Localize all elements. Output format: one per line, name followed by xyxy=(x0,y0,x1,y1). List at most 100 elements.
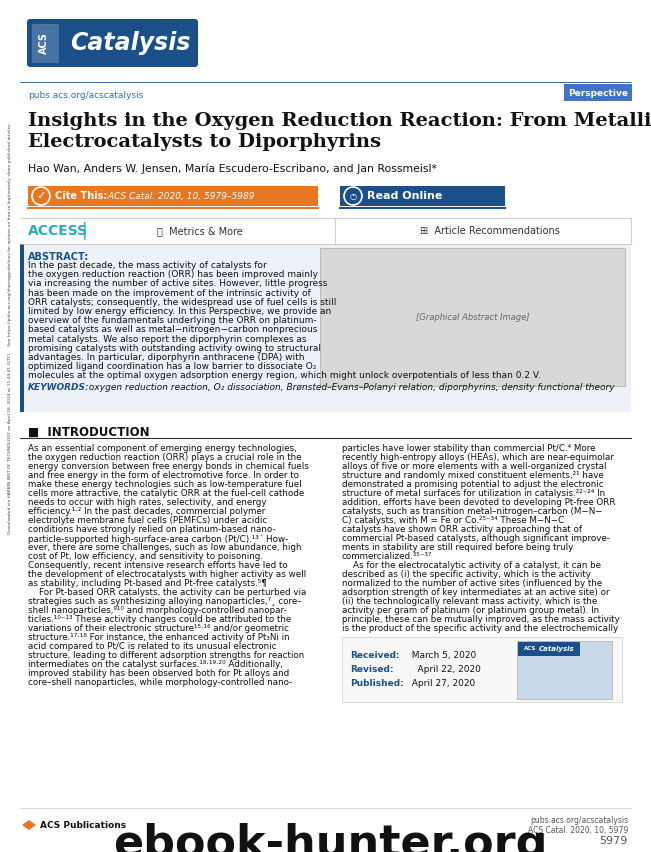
Text: ✓: ✓ xyxy=(36,191,46,201)
Text: particles have lower stability than commercial Pt/C.⁴ More: particles have lower stability than comm… xyxy=(342,444,596,453)
Text: structure.¹⁷·¹⁸ For instance, the enhanced activity of Pt₃Ni in: structure.¹⁷·¹⁸ For instance, the enhanc… xyxy=(28,633,290,642)
Text: April 27, 2020: April 27, 2020 xyxy=(406,679,475,688)
Text: ACCESS: ACCESS xyxy=(28,224,88,238)
Text: strategies such as synthesizing alloying nanoparticles,⁷¸ core–: strategies such as synthesizing alloying… xyxy=(28,597,301,606)
Text: KEYWORDS:: KEYWORDS: xyxy=(28,383,90,392)
Text: alloys of five or more elements with a well-organized crystal: alloys of five or more elements with a w… xyxy=(342,462,607,471)
Text: Revised:: Revised: xyxy=(350,665,393,674)
Text: as stability, including Pt-based and Pt-free catalysts.⁵¶: as stability, including Pt-based and Pt-… xyxy=(28,579,267,588)
Text: and free energy in the form of electromotive force. In order to: and free energy in the form of electromo… xyxy=(28,471,299,480)
Text: commercial Pt-based catalysts, although significant improve-: commercial Pt-based catalysts, although … xyxy=(342,534,610,543)
Text: recently high-entropy alloys (HEAs), which are near-equimolar: recently high-entropy alloys (HEAs), whi… xyxy=(342,453,614,462)
Text: principle, these can be mutually improved, as the mass activity: principle, these can be mutually improve… xyxy=(342,615,620,624)
Text: Read Online: Read Online xyxy=(367,191,443,201)
Text: ACS: ACS xyxy=(524,647,536,652)
Text: oxygen reduction reaction, O₂ dissociation, Brønsted–Evans–Polanyi relation, dip: oxygen reduction reaction, O₂ dissociati… xyxy=(86,383,615,392)
Text: particle-supported high-surface-area carbon (Pt/C).¹³´ How-: particle-supported high-surface-area car… xyxy=(28,534,288,544)
Text: improved stability has been observed both for Pt alloys and: improved stability has been observed bot… xyxy=(28,669,289,678)
Text: catalysts have shown ORR activity approaching that of: catalysts have shown ORR activity approa… xyxy=(342,525,582,534)
Text: core–shell nanoparticles, while morphology-controlled nano-: core–shell nanoparticles, while morpholo… xyxy=(28,678,292,687)
Text: activity per gram of platinum (or platinum group metal). In: activity per gram of platinum (or platin… xyxy=(342,606,599,615)
Text: ⊞  Article Recommendations: ⊞ Article Recommendations xyxy=(420,226,560,236)
Text: shell nanoparticles,⁹¹⁰ and morphology-controlled nanopar-: shell nanoparticles,⁹¹⁰ and morphology-c… xyxy=(28,606,286,615)
Text: ever, there are some challenges, such as low abundance, high: ever, there are some challenges, such as… xyxy=(28,543,301,552)
Text: variations of their electronic structure¹⁵·¹⁶ and/or geometric: variations of their electronic structure… xyxy=(28,624,289,633)
Text: catalysts, such as transition metal–nitrogen–carbon (M−N−: catalysts, such as transition metal–nitr… xyxy=(342,507,603,516)
Text: efficiency.¹·² In the past decades, commercial polymer: efficiency.¹·² In the past decades, comm… xyxy=(28,507,266,516)
Text: C) catalysts, with M = Fe or Co.²⁵⁻³⁴ These M−N−C: C) catalysts, with M = Fe or Co.²⁵⁻³⁴ Th… xyxy=(342,516,564,525)
Text: via increasing the number of active sites. However, little progress: via increasing the number of active site… xyxy=(28,279,327,288)
Bar xyxy=(342,637,622,702)
Bar xyxy=(20,244,631,412)
Text: Downloaded via HARBIN INST OF TECHNOLOGY on April 28, 2024 at 11:44:41 (UTC).   : Downloaded via HARBIN INST OF TECHNOLOGY… xyxy=(8,122,12,534)
Text: demonstrated a promising potential to adjust the electronic: demonstrated a promising potential to ad… xyxy=(342,480,603,489)
Text: •: • xyxy=(352,193,355,199)
Text: structure and randomly mixed constituent elements,²¹ have: structure and randomly mixed constituent… xyxy=(342,471,603,480)
Text: pubs.acs.org/acscatalysis: pubs.acs.org/acscatalysis xyxy=(28,91,143,101)
Text: cells more attractive, the catalytic ORR at the fuel-cell cathode: cells more attractive, the catalytic ORR… xyxy=(28,489,304,498)
Text: Insights in the Oxygen Reduction Reaction: From Metallic
Electrocatalysts to Dip: Insights in the Oxygen Reduction Reactio… xyxy=(28,112,651,151)
Text: structure, leading to different adsorption strengths for reaction: structure, leading to different adsorpti… xyxy=(28,651,304,660)
Text: optimized ligand coordination has a low barrier to dissociate O₂: optimized ligand coordination has a low … xyxy=(28,362,316,371)
Text: March 5, 2020: March 5, 2020 xyxy=(406,651,477,660)
Text: acid compared to Pt/C is related to its unusual electronic: acid compared to Pt/C is related to its … xyxy=(28,642,277,651)
Text: Catalysis: Catalysis xyxy=(70,31,190,55)
Text: |: | xyxy=(82,222,88,240)
Text: ⸻  Metrics & More: ⸻ Metrics & More xyxy=(157,226,243,236)
Text: based catalysts as well as metal−nitrogen−carbon nonprecious: based catalysts as well as metal−nitroge… xyxy=(28,325,318,334)
Circle shape xyxy=(32,187,50,205)
Text: needs to occur with high rates, selectivity, and energy: needs to occur with high rates, selectiv… xyxy=(28,498,266,507)
Text: Consequently, recent intensive research efforts have led to: Consequently, recent intensive research … xyxy=(28,561,288,570)
Text: described as (i) the specific activity, which is the activity: described as (i) the specific activity, … xyxy=(342,570,591,579)
Text: As an essential component of emerging energy technologies,: As an essential component of emerging en… xyxy=(28,444,297,453)
Text: adsorption strength of key intermediates at an active site) or: adsorption strength of key intermediates… xyxy=(342,588,609,597)
Text: Published:: Published: xyxy=(350,679,404,688)
Text: ABSTRACT:: ABSTRACT: xyxy=(28,252,89,262)
FancyBboxPatch shape xyxy=(27,19,198,67)
Text: advantages. In particular, diporphyrin anthracene (DPA) with: advantages. In particular, diporphyrin a… xyxy=(28,353,305,362)
Circle shape xyxy=(344,187,362,205)
Text: electrolyte membrane fuel cells (PEMFCs) under acidic: electrolyte membrane fuel cells (PEMFCs)… xyxy=(28,516,268,525)
Text: pubs.acs.org/acscatalysis: pubs.acs.org/acscatalysis xyxy=(530,816,628,825)
FancyBboxPatch shape xyxy=(518,642,580,656)
Text: Cite This:: Cite This: xyxy=(55,191,107,201)
Text: ebook-hunter.org: ebook-hunter.org xyxy=(113,822,547,852)
Bar xyxy=(320,248,625,386)
Text: [Graphical Abstract Image]: [Graphical Abstract Image] xyxy=(416,313,529,321)
Text: cost of Pt, low efficiency, and sensitivity to poisoning.: cost of Pt, low efficiency, and sensitiv… xyxy=(28,552,263,561)
Text: addition, efforts have been devoted to developing Pt-free ORR: addition, efforts have been devoted to d… xyxy=(342,498,615,507)
Text: conditions have strongly relied on platinum-based nano-: conditions have strongly relied on plati… xyxy=(28,525,275,534)
Text: 5979: 5979 xyxy=(600,836,628,846)
Text: is the product of the specific activity and the electrochemically: is the product of the specific activity … xyxy=(342,624,618,633)
Text: Catalysis: Catalysis xyxy=(539,646,575,652)
Text: metal catalysts. We also report the diporphyrin complexes as: metal catalysts. We also report the dipo… xyxy=(28,335,307,343)
Text: intermediates on the catalyst surfaces.¹⁸·¹⁹·²⁰ Additionally,: intermediates on the catalyst surfaces.¹… xyxy=(28,660,283,669)
FancyBboxPatch shape xyxy=(32,24,58,62)
Text: For Pt-based ORR catalysts, the activity can be perturbed via: For Pt-based ORR catalysts, the activity… xyxy=(28,588,307,597)
Text: ○: ○ xyxy=(350,192,357,200)
Text: energy conversion between free energy bonds in chemical fuels: energy conversion between free energy bo… xyxy=(28,462,309,471)
Text: ■  INTRODUCTION: ■ INTRODUCTION xyxy=(28,426,150,439)
Text: molecules at the optimal oxygen adsorption energy region, which might unlock ove: molecules at the optimal oxygen adsorpti… xyxy=(28,371,541,380)
Text: ACS: ACS xyxy=(39,32,49,54)
Text: overview of the fundamentals underlying the ORR on platinum-: overview of the fundamentals underlying … xyxy=(28,316,316,325)
Text: promising catalysts with outstanding activity owing to structural: promising catalysts with outstanding act… xyxy=(28,344,321,353)
Text: ticles.¹⁰⁻¹³ These activity changes could be attributed to the: ticles.¹⁰⁻¹³ These activity changes coul… xyxy=(28,615,291,624)
Text: ACS Publications: ACS Publications xyxy=(40,820,126,830)
Bar xyxy=(517,641,612,699)
Text: structure of metal surfaces for utilization in catalysis.²²⁻²⁴ In: structure of metal surfaces for utilizat… xyxy=(342,489,605,498)
Text: Perspective: Perspective xyxy=(568,89,628,97)
FancyBboxPatch shape xyxy=(28,186,318,206)
Text: In the past decade, the mass activity of catalysts for: In the past decade, the mass activity of… xyxy=(28,261,267,270)
Text: ORR catalysts; consequently, the widespread use of fuel cells is still: ORR catalysts; consequently, the widespr… xyxy=(28,298,337,307)
Text: ACS Catal. 2020, 10, 5979–5989: ACS Catal. 2020, 10, 5979–5989 xyxy=(105,192,255,200)
Text: As for the electrocatalytic activity of a catalyst, it can be: As for the electrocatalytic activity of … xyxy=(342,561,601,570)
Bar xyxy=(20,244,24,412)
Text: ACS Catal. 2020, 10, 5979: ACS Catal. 2020, 10, 5979 xyxy=(528,826,628,835)
Text: commercialized.³⁵⁻³⁷: commercialized.³⁵⁻³⁷ xyxy=(342,552,432,561)
Text: ments in stability are still required before being truly: ments in stability are still required be… xyxy=(342,543,574,552)
Text: Received:: Received: xyxy=(350,651,400,660)
Text: April 22, 2020: April 22, 2020 xyxy=(406,665,481,674)
Text: has been made on the improvement of the intrinsic activity of: has been made on the improvement of the … xyxy=(28,289,311,297)
Polygon shape xyxy=(22,820,36,830)
